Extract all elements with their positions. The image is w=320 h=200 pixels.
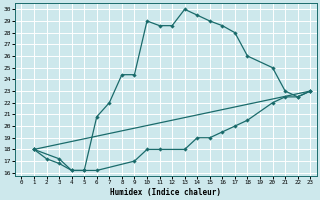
X-axis label: Humidex (Indice chaleur): Humidex (Indice chaleur) [110, 188, 221, 197]
